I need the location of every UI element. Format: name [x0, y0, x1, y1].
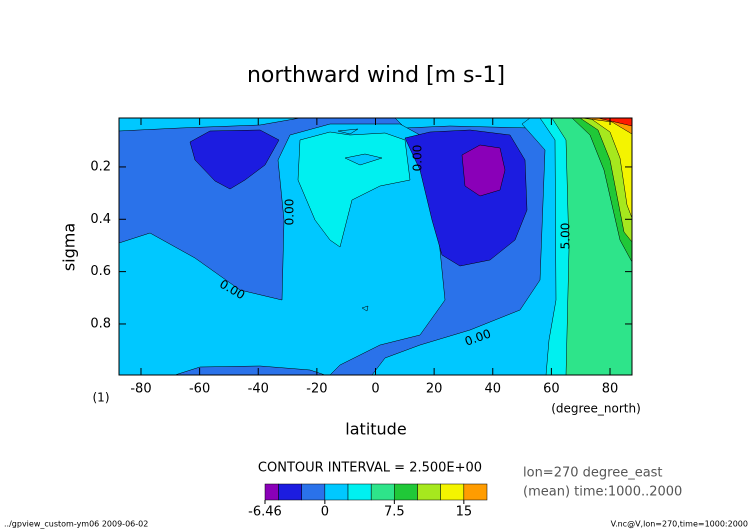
contour-label: 0.00	[411, 145, 425, 172]
x-tick-label: 80	[602, 382, 619, 397]
contour-region	[344, 153, 383, 166]
contour-region	[361, 305, 369, 312]
y-tick-label: 0.6	[90, 264, 111, 279]
colorbar-cell	[370, 483, 395, 501]
contour-region	[337, 128, 359, 135]
colorbar-cell	[417, 483, 441, 501]
colorbar-cell	[324, 483, 349, 501]
colorbar-cell	[301, 483, 326, 501]
contour-region	[394, 117, 546, 129]
colorbar-cell	[463, 483, 488, 501]
axes: -80 -60 -40 -20 0 20 40 60 80 0.2 0.4 0.6 0.8	[90, 117, 633, 397]
contour-region	[189, 129, 280, 190]
colorbar-tick-label: 15	[456, 505, 473, 520]
x-tick-label: 20	[426, 382, 443, 397]
x-tick-label: -20	[306, 382, 327, 397]
colorbar-cell	[394, 483, 418, 501]
colorbar-cell	[347, 483, 372, 501]
colorbar-cell	[440, 483, 465, 501]
contour-label: 5.00	[559, 223, 573, 250]
x-tick-label: 40	[484, 382, 501, 397]
y-axis-unit: (1)	[93, 391, 110, 405]
contour-label: 0.00	[283, 199, 297, 226]
x-axis-label: latitude	[345, 420, 406, 439]
colorbar-cell	[264, 483, 279, 501]
colorbar-tick-label: -6.46	[248, 505, 282, 520]
colorbar-tick-label: 7.5	[384, 505, 405, 520]
contour-interval: CONTOUR INTERVAL = 2.500E+00	[258, 461, 482, 476]
contour-region	[297, 131, 411, 248]
footer-left: ../gpview_custom-ym06 2009-06-02	[4, 520, 148, 529]
plot-area: 0.000.000.000.005.00	[118, 117, 633, 376]
x-tick-label: -40	[248, 382, 269, 397]
x-axis-unit: (degree_north)	[551, 402, 641, 416]
info-line: (mean) time:1000..2000	[523, 485, 682, 500]
colorbar-tick-label: 0	[321, 505, 329, 520]
y-axis-label: sigma	[60, 223, 79, 271]
y-tick-label: 0.4	[90, 212, 111, 227]
x-tick-label: -80	[130, 382, 151, 397]
y-tick-label: 0.8	[90, 316, 111, 331]
colorbar-cell	[278, 483, 302, 501]
x-tick-label: 60	[543, 382, 560, 397]
contour-region	[461, 144, 506, 197]
x-tick-label: 0	[371, 382, 379, 397]
footer-right: V.nc@V,lon=270,time=1000:2000	[611, 520, 748, 529]
chart-title: northward wind [m s-1]	[247, 63, 505, 88]
info-line: lon=270 degree_east	[523, 466, 663, 481]
x-tick-label: -60	[189, 382, 210, 397]
y-tick-label: 0.2	[90, 159, 111, 174]
